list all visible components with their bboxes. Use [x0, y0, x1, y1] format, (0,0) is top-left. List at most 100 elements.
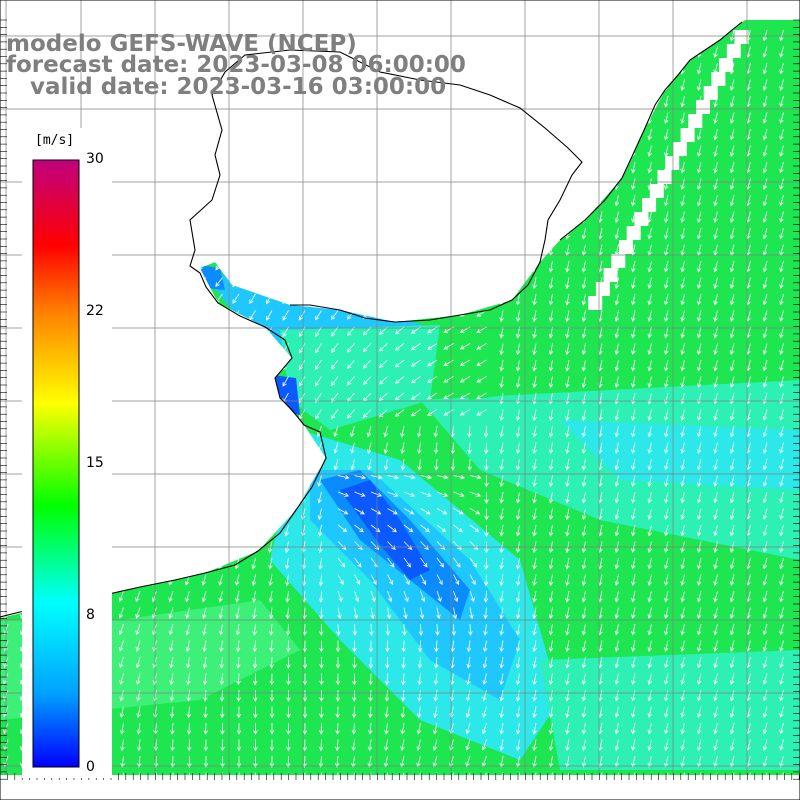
wind-arrow: [201, 590, 207, 603]
wind-arrow: [403, 491, 416, 497]
wind-arrow: [631, 491, 636, 504]
wind-arrow: [168, 640, 174, 652]
wind-arrow: [664, 722, 669, 735]
wind-arrow: [269, 689, 275, 702]
wind-arrow: [253, 739, 258, 752]
wind-arrow: [410, 343, 421, 351]
wind-arrow: [532, 442, 537, 455]
wind-arrow: [185, 623, 190, 636]
colorbar-tick-15: 15: [86, 455, 104, 471]
wind-arrow: [729, 145, 735, 157]
wind-arrow: [680, 607, 685, 619]
wind-arrow: [499, 524, 504, 537]
wind-arrow: [779, 772, 784, 775]
wind-arrow: [252, 640, 258, 653]
wind-arrow: [713, 310, 718, 322]
wind-arrow: [334, 755, 340, 768]
wind-arrow: [762, 227, 768, 240]
wind-arrow: [236, 673, 241, 686]
wind-arrow: [680, 277, 685, 289]
wind-arrow: [385, 623, 391, 636]
wind-arrow: [664, 178, 669, 191]
wind-arrow: [779, 310, 784, 322]
wind-arrow: [515, 557, 521, 570]
wind-arrow: [476, 310, 487, 317]
wind-arrow: [459, 409, 471, 416]
wind-arrow: [647, 508, 652, 521]
wind-arrow: [762, 508, 768, 520]
wind-arrow: [614, 491, 620, 504]
wind-arrow: [135, 673, 141, 685]
wind-arrow: [483, 623, 488, 636]
wind-arrow: [713, 656, 718, 669]
wind-arrow: [713, 574, 718, 586]
wind-arrow: [403, 508, 415, 515]
wind-arrow: [476, 392, 487, 400]
wind-arrow: [631, 739, 636, 752]
wind-arrow: [762, 475, 768, 487]
wind-arrow: [383, 739, 389, 752]
wind-arrow: [664, 656, 669, 669]
wind-arrow: [119, 706, 125, 719]
wind-arrow: [614, 409, 620, 422]
wind-arrow: [614, 326, 620, 339]
wind-arrow: [647, 557, 652, 570]
wind-arrow: [532, 656, 537, 669]
title-valid-date: valid date: 2023-03-16 03:00:00: [6, 74, 447, 100]
wind-arrow: [433, 673, 439, 686]
wind-arrow: [713, 722, 718, 735]
wind-arrow: [499, 491, 504, 504]
wind-arrow: [451, 623, 457, 636]
wind-arrow: [482, 722, 487, 735]
wind-arrow: [515, 458, 521, 471]
wind-arrow: [581, 689, 587, 702]
wind-arrow: [647, 194, 652, 207]
wind-arrow: [680, 524, 685, 537]
wind-arrow: [696, 79, 702, 91]
wind-arrow: [631, 607, 636, 620]
wind-arrow: [696, 640, 702, 652]
wind-arrow: [647, 359, 652, 372]
wind-arrow: [713, 689, 718, 702]
wind-arrow: [680, 161, 685, 174]
wind-arrow: [337, 607, 342, 620]
wind-arrow: [548, 590, 554, 603]
wind-arrow: [779, 178, 784, 190]
wind-arrow: [696, 178, 702, 190]
wind-arrow: [680, 326, 685, 339]
wind-arrow: [346, 376, 355, 386]
wind-arrow: [515, 524, 521, 537]
wind-arrow: [354, 574, 361, 585]
wind-arrow: [779, 145, 784, 157]
wind-arrow: [482, 640, 488, 653]
wind-arrow: [453, 474, 466, 480]
wind-arrow: [302, 656, 308, 669]
wind-arrow: [403, 524, 414, 533]
wind-arrow: [252, 656, 258, 669]
wind-arrow: [664, 128, 669, 141]
wind-arrow: [729, 409, 735, 421]
wind-arrow: [185, 640, 191, 653]
wind-arrow: [236, 689, 241, 702]
wind-arrow: [614, 359, 620, 372]
wind-arrow: [169, 706, 175, 719]
wind-arrow: [614, 442, 620, 455]
wind-arrow: [452, 607, 458, 620]
wind-arrow: [565, 739, 570, 752]
wind-arrow: [443, 392, 454, 400]
wind-arrow: [433, 425, 439, 438]
wind-arrow: [696, 277, 702, 289]
wind-arrow: [680, 574, 685, 586]
wind-arrow: [284, 557, 290, 570]
wind-arrow: [331, 359, 339, 370]
wind-arrow: [729, 524, 735, 537]
wind-arrow: [729, 277, 735, 289]
wind-arrow: [713, 112, 718, 124]
wind-arrow: [368, 656, 374, 669]
wind-arrow: [268, 590, 274, 603]
wind-arrow: [351, 722, 357, 735]
wind-arrow: [266, 310, 273, 321]
wind-arrow: [581, 343, 587, 356]
wind-arrow: [664, 194, 669, 207]
wind-arrow: [499, 656, 504, 669]
